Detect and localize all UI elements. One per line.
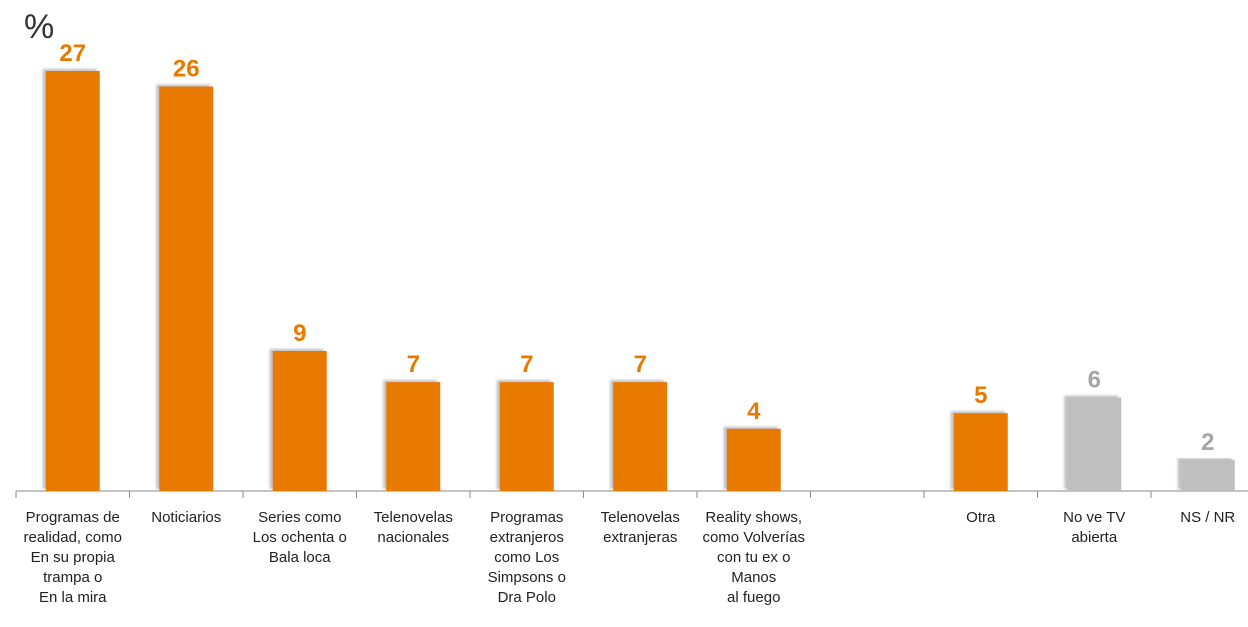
bar	[1180, 459, 1235, 491]
data-label: 7	[520, 351, 533, 378]
data-label: 7	[407, 351, 420, 378]
data-label: 9	[293, 320, 306, 347]
data-label: 4	[747, 398, 761, 425]
y-axis-unit-label: %	[24, 8, 55, 46]
bar	[272, 351, 327, 491]
data-label: 7	[634, 351, 647, 378]
category-label: Programas extranjeros como Los Simpsons …	[487, 509, 566, 606]
bar	[1067, 397, 1122, 491]
category-label: Telenovelas extranjeras	[600, 509, 680, 546]
bar	[45, 71, 100, 491]
category-label: Telenovelas nacionales	[373, 509, 453, 546]
category-label: Programas de realidad, como En su propia…	[23, 509, 122, 606]
bar	[386, 382, 441, 491]
category-label: Noticiarios	[151, 509, 222, 526]
data-label: 2	[1201, 429, 1214, 456]
category-label: Series como Los ochenta o Bala loca	[252, 509, 347, 566]
bar	[613, 382, 668, 491]
bar	[499, 382, 554, 491]
data-label: 6	[1088, 367, 1101, 394]
bar	[159, 86, 214, 492]
category-label: No ve TV abierta	[1063, 509, 1126, 546]
bar	[726, 428, 781, 491]
category-label: Otra	[966, 509, 996, 526]
category-label: NS / NR	[1180, 509, 1236, 526]
data-label: 26	[173, 56, 200, 83]
bar	[953, 413, 1008, 491]
data-label: 27	[59, 40, 86, 67]
data-label: 5	[974, 382, 987, 409]
category-label: Reality shows, como Volverías con tu ex …	[702, 509, 806, 606]
